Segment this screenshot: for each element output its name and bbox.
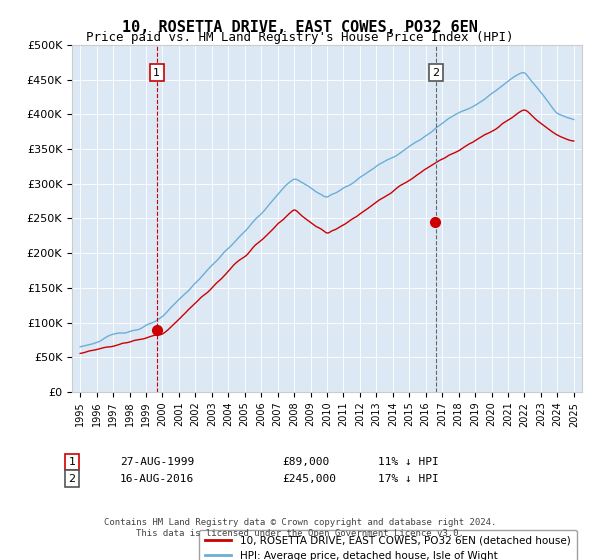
Text: 17% ↓ HPI: 17% ↓ HPI [378, 474, 439, 484]
Text: 27-AUG-1999: 27-AUG-1999 [120, 457, 194, 467]
Legend: 10, ROSETTA DRIVE, EAST COWES, PO32 6EN (detached house), HPI: Average price, de: 10, ROSETTA DRIVE, EAST COWES, PO32 6EN … [199, 530, 577, 560]
Text: 10, ROSETTA DRIVE, EAST COWES, PO32 6EN: 10, ROSETTA DRIVE, EAST COWES, PO32 6EN [122, 20, 478, 35]
Text: 1: 1 [68, 457, 76, 467]
Text: 2: 2 [433, 68, 439, 78]
Text: 11% ↓ HPI: 11% ↓ HPI [378, 457, 439, 467]
Text: Price paid vs. HM Land Registry's House Price Index (HPI): Price paid vs. HM Land Registry's House … [86, 31, 514, 44]
Text: Contains HM Land Registry data © Crown copyright and database right 2024.
This d: Contains HM Land Registry data © Crown c… [104, 518, 496, 538]
Text: 16-AUG-2016: 16-AUG-2016 [120, 474, 194, 484]
Text: 2: 2 [68, 474, 76, 484]
Text: £245,000: £245,000 [282, 474, 336, 484]
Text: 1: 1 [153, 68, 160, 78]
Text: £89,000: £89,000 [282, 457, 329, 467]
